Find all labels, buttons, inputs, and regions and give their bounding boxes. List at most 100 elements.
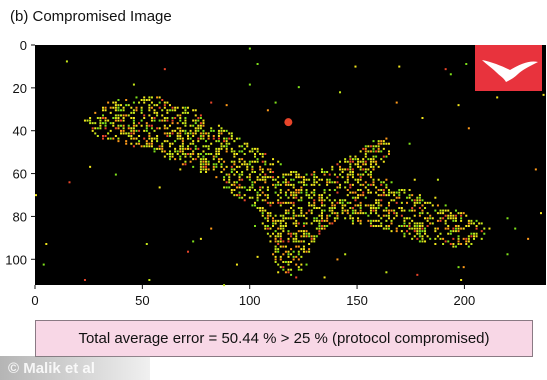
image-pixel (127, 127, 130, 130)
image-pixel (454, 225, 457, 227)
image-pixel (444, 240, 447, 243)
image-pixel (305, 194, 308, 197)
image-pixel (400, 230, 403, 233)
image-pixel (460, 279, 463, 281)
image-pixel (261, 186, 264, 189)
image-pixel (199, 171, 202, 173)
image-pixel (292, 222, 295, 225)
image-pixel (426, 217, 429, 220)
image-pixel (411, 207, 414, 209)
image-pixel (331, 222, 334, 225)
image-pixel (251, 186, 254, 189)
image-pixel (467, 225, 470, 227)
image-pixel (452, 219, 455, 222)
image-pixel (282, 225, 285, 227)
image-pixel (295, 240, 298, 243)
image-pixel (302, 183, 305, 186)
image-pixel (143, 117, 146, 119)
image-pixel (395, 230, 398, 233)
image-pixel (279, 237, 282, 240)
image-pixel (230, 171, 233, 173)
image-pixel (349, 207, 352, 209)
image-pixel (153, 147, 156, 150)
image-pixel (377, 145, 380, 148)
image-pixel (248, 189, 251, 191)
image-pixel (192, 132, 195, 135)
image-pixel (444, 214, 447, 217)
image-pixel (346, 168, 349, 171)
image-pixel (207, 163, 210, 166)
image-pixel (192, 142, 195, 145)
image-pixel (364, 181, 367, 184)
image-pixel (390, 209, 393, 212)
image-pixel (187, 135, 190, 137)
image-pixel (320, 219, 323, 222)
image-pixel (156, 135, 159, 137)
image-pixel (372, 181, 375, 184)
image-pixel (305, 178, 308, 181)
image-pixel (264, 209, 267, 212)
image-pixel (382, 194, 385, 197)
image-pixel (380, 158, 383, 161)
image-pixel (375, 212, 378, 215)
image-pixel (403, 209, 406, 212)
image-pixel (207, 137, 210, 140)
image-pixel (331, 168, 334, 171)
image-pixel (189, 147, 192, 150)
image-pixel (351, 176, 354, 179)
image-pixel (225, 137, 228, 140)
image-pixel (372, 178, 375, 181)
image-pixel (398, 194, 401, 197)
image-pixel (357, 194, 360, 197)
image-pixel (274, 250, 277, 253)
image-pixel (130, 111, 133, 114)
image-pixel (259, 194, 262, 197)
image-pixel (109, 106, 112, 109)
image-pixel (372, 147, 375, 150)
image-pixel (199, 163, 202, 166)
image-pixel (254, 147, 256, 150)
image-pixel (233, 181, 236, 184)
image-pixel (367, 158, 370, 161)
image-pixel (300, 240, 303, 243)
image-pixel (318, 225, 321, 227)
image-pixel (282, 268, 285, 271)
image-pixel (344, 158, 347, 161)
image-pixel (220, 132, 223, 135)
image-pixel (251, 204, 254, 207)
image-pixel (372, 209, 375, 212)
image-pixel (212, 163, 215, 166)
image-pixel (367, 204, 370, 207)
image-pixel (357, 196, 360, 199)
image-pixel (135, 109, 138, 112)
image-pixel (542, 93, 545, 96)
image-pixel (442, 217, 445, 220)
image-pixel (210, 127, 213, 130)
image-pixel (400, 201, 403, 204)
image-pixel (264, 217, 267, 220)
image-pixel (143, 114, 146, 117)
image-pixel (406, 196, 409, 199)
image-pixel (122, 114, 125, 117)
image-pixel (272, 183, 275, 186)
image-pixel (372, 168, 375, 171)
image-pixel (390, 230, 393, 233)
image-pixel (351, 219, 354, 222)
image-pixel (202, 165, 205, 168)
image-pixel (264, 173, 267, 176)
image-pixel (357, 173, 360, 176)
image-pixel (192, 119, 195, 122)
image-pixel (256, 150, 259, 153)
x-tick-label: 0 (31, 293, 38, 308)
image-pixel (261, 160, 264, 163)
image-pixel (473, 232, 475, 235)
image-pixel (104, 122, 107, 125)
image-pixel (302, 178, 305, 181)
image-pixel (251, 150, 254, 153)
image-pixel (269, 240, 272, 243)
image-pixel (300, 176, 303, 179)
image-pixel (282, 240, 285, 243)
image-pixel (375, 225, 378, 227)
image-pixel (266, 232, 269, 235)
image-pixel (380, 199, 383, 202)
